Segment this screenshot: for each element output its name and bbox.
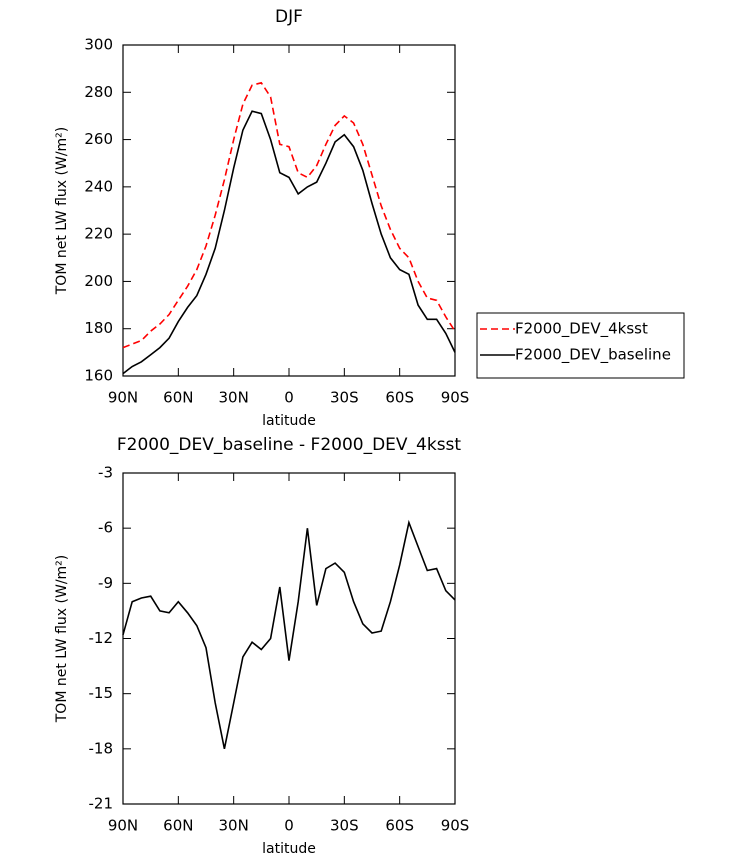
x-tick-label: 90N	[108, 817, 138, 835]
x-tick-label: 90N	[108, 389, 138, 407]
legend-label: F2000_DEV_4ksst	[515, 320, 648, 339]
x-tick-label: 30S	[330, 817, 359, 835]
y-tick-label: 220	[84, 225, 113, 243]
x-tick-label: 90S	[441, 817, 470, 835]
y-tick-label: -6	[98, 519, 113, 537]
plot-frame	[122, 472, 456, 805]
chart-title: F2000_DEV_baseline - F2000_DEV_4ksst	[117, 435, 462, 455]
data-line	[122, 519, 456, 749]
data-line	[122, 81, 456, 349]
y-axis-title: TOM net LW flux (W/m²)	[54, 555, 70, 724]
y-tick-label: 200	[84, 272, 113, 290]
y-tick-label: 300	[84, 36, 113, 54]
x-tick-label: 60N	[163, 817, 193, 835]
y-tick-label: 180	[84, 319, 113, 337]
y-tick-label: -9	[98, 574, 113, 592]
y-axis-title: TOM net LW flux (W/m²)	[54, 127, 70, 296]
y-tick-label: 160	[84, 367, 113, 385]
y-tick-label: -3	[98, 464, 113, 482]
plot-frame	[122, 44, 456, 377]
x-axis-title: latitude	[262, 413, 316, 429]
y-tick-label: -15	[89, 684, 114, 702]
x-tick-label: 30N	[219, 817, 249, 835]
legend-label: F2000_DEV_baseline	[515, 346, 671, 365]
data-line	[122, 110, 456, 375]
x-tick-label: 0	[284, 817, 294, 835]
x-tick-label: 60S	[385, 817, 414, 835]
y-tick-label: 280	[84, 83, 113, 101]
chart-title: DJF	[275, 7, 303, 27]
x-tick-label: 90S	[441, 389, 470, 407]
y-tick-label: 240	[84, 177, 113, 195]
y-tick-label: -21	[89, 795, 114, 813]
y-tick-label: -18	[89, 739, 114, 757]
y-tick-label: 260	[84, 130, 113, 148]
x-tick-label: 0	[284, 389, 294, 407]
x-tick-label: 30S	[330, 389, 359, 407]
x-tick-label: 60S	[385, 389, 414, 407]
x-axis-title: latitude	[262, 841, 316, 857]
x-tick-label: 30N	[219, 389, 249, 407]
legend-box	[476, 312, 685, 379]
y-tick-label: -12	[89, 629, 114, 647]
x-tick-label: 60N	[163, 389, 193, 407]
